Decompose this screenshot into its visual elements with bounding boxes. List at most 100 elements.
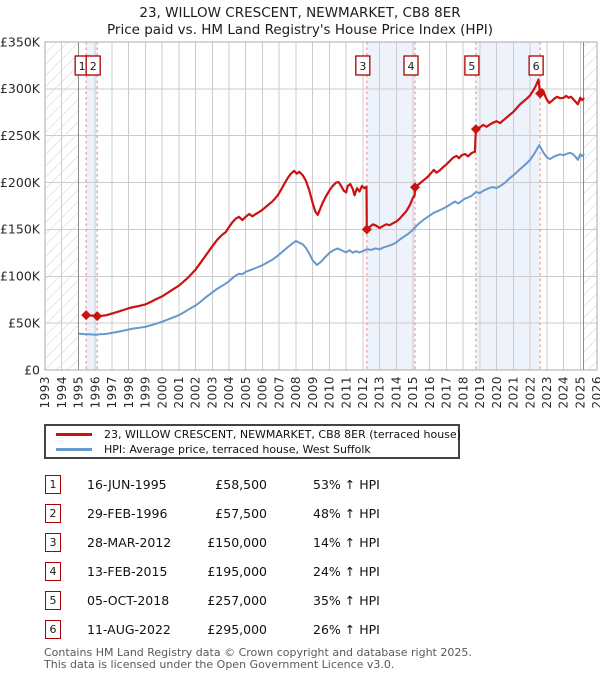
sale-date: 13-FEB-2015 — [87, 564, 168, 579]
sale-number-box-label: 1 — [79, 60, 86, 73]
x-tick-label: 2007 — [272, 376, 286, 409]
copyright-footer: Contains HM Land Registry data © Crown c… — [44, 647, 584, 670]
x-tick-label: 2016 — [423, 376, 437, 409]
x-tick-label: 2020 — [490, 376, 504, 409]
y-tick-label: £150K — [0, 222, 41, 237]
x-tick-label: 2003 — [205, 376, 219, 409]
x-tick-label: 2006 — [256, 376, 270, 409]
sale-number-badge: 1 — [45, 475, 61, 494]
sale-number-box-label: 4 — [408, 60, 415, 73]
y-tick-label: £350K — [0, 34, 41, 49]
y-tick-label: £100K — [0, 269, 41, 284]
sale-diamond-marker — [470, 124, 481, 135]
sale-row-2: 2 29-FEB-1996 £57,500 48% ↑ HPI — [0, 500, 600, 529]
sale-row-1: 1 16-JUN-1995 £58,500 53% ↑ HPI — [0, 471, 600, 500]
x-tick-label: 2015 — [406, 376, 420, 409]
sale-number-box — [403, 55, 419, 76]
hpi-line-swatch — [56, 447, 92, 451]
price-history-chart: 1 2 3 4 5 6 £0 £50K £100K £150K £200K £250K £300K £35… — [0, 34, 600, 409]
x-tick-label: 2022 — [523, 376, 537, 409]
page-subtitle: Price paid vs. HM Land Registry's House … — [107, 22, 493, 38]
sale-number-box-label: 2 — [90, 60, 97, 73]
sale-price: £150,000 — [207, 535, 267, 550]
sale-number-box-label: 3 — [359, 60, 366, 73]
sale-price: £295,000 — [207, 622, 267, 637]
sale-number-badge: 3 — [45, 533, 61, 552]
sale-diamond-marker — [535, 88, 546, 99]
x-tick-label: 2021 — [507, 376, 521, 409]
sale-number-box-label: 5 — [468, 60, 475, 73]
sale-date: 05-OCT-2018 — [87, 593, 170, 608]
no-data-hatch-right — [583, 42, 597, 370]
x-tick-label: 2013 — [373, 376, 387, 409]
x-tick-label: 2009 — [306, 376, 320, 409]
sale-row-6: 6 11-AUG-2022 £295,000 26% ↑ HPI — [0, 616, 600, 645]
x-tick-label: 2005 — [239, 376, 253, 409]
x-tick-label: 2024 — [557, 376, 571, 409]
x-tick-label: 1994 — [55, 376, 69, 409]
legend-item-hpi: HPI: Average price, terraced house, West… — [46, 442, 458, 457]
y-tick-label: £250K — [0, 128, 41, 143]
x-tick-label: 2004 — [222, 376, 236, 409]
x-tick-label: 1996 — [88, 376, 102, 409]
sale-number-box — [528, 55, 544, 76]
x-tick-label: 2011 — [339, 376, 353, 409]
x-tick-label: 2000 — [155, 376, 169, 409]
legend-label-property: 23, WILLOW CRESCENT, NEWMARKET, CB8 8ER … — [104, 427, 461, 441]
sale-date: 16-JUN-1995 — [87, 477, 167, 492]
x-tick-label: 2026 — [590, 376, 600, 409]
x-tick-label: 2001 — [172, 376, 186, 409]
sale-number-box — [355, 55, 371, 76]
sale-date: 28-MAR-2012 — [87, 535, 172, 550]
sale-price: £257,000 — [207, 593, 267, 608]
x-tick-label: 2014 — [389, 376, 403, 409]
x-tick-label: 1995 — [72, 376, 86, 409]
x-tick-label: 2008 — [289, 376, 303, 409]
sale-number-badge: 2 — [45, 504, 61, 523]
sale-number-box-label: 6 — [533, 60, 540, 73]
x-tick-label: 1998 — [122, 376, 136, 409]
legend: 23, WILLOW CRESCENT, NEWMARKET, CB8 8ER … — [44, 424, 461, 459]
x-tick-label: 1999 — [139, 376, 153, 409]
sale-number-badge: 5 — [45, 591, 61, 610]
x-tick-label: 2025 — [573, 376, 587, 409]
property-line-swatch — [56, 432, 92, 436]
sale-diamond-marker — [361, 224, 372, 235]
y-tick-label: £0 — [24, 362, 40, 377]
sale-date: 11-AUG-2022 — [87, 622, 171, 637]
legend-label-hpi: HPI: Average price, terraced house, West… — [104, 442, 371, 456]
x-tick-label: 2019 — [473, 376, 487, 409]
page-title: 23, WILLOW CRESCENT, NEWMARKET, CB8 8ER — [139, 5, 461, 21]
sale-vs-hpi: 26% ↑ HPI — [313, 622, 380, 637]
plot-border — [44, 41, 598, 371]
sale-number-badge: 6 — [45, 620, 61, 639]
sale-row-5: 5 05-OCT-2018 £257,000 35% ↑ HPI — [0, 587, 600, 616]
x-tick-label: 2010 — [323, 376, 337, 409]
x-tick-label: 2002 — [189, 376, 203, 409]
sale-row-3: 3 28-MAR-2012 £150,000 14% ↑ HPI — [0, 529, 600, 558]
y-tick-label: £50K — [8, 315, 41, 330]
footer-line-2: This data is licensed under the Open Gov… — [44, 657, 395, 671]
x-tick-label: 2023 — [540, 376, 554, 409]
sale-number-badge: 4 — [45, 562, 61, 581]
x-tick-label: 2012 — [356, 376, 370, 409]
x-tick-label: 2018 — [456, 376, 470, 409]
sale-row-4: 4 13-FEB-2015 £195,000 24% ↑ HPI — [0, 558, 600, 587]
sale-diamond-marker — [81, 310, 92, 321]
sale-vs-hpi: 35% ↑ HPI — [313, 593, 380, 608]
x-tick-label: 2017 — [440, 376, 454, 409]
y-tick-label: £300K — [0, 81, 41, 96]
legend-item-property: 23, WILLOW CRESCENT, NEWMARKET, CB8 8ER … — [46, 427, 461, 442]
sale-diamond-marker — [92, 311, 103, 322]
sale-vs-hpi: 24% ↑ HPI — [313, 564, 380, 579]
footer-line-1: Contains HM Land Registry data © Crown c… — [44, 646, 472, 659]
sale-date: 29-FEB-1996 — [87, 506, 168, 521]
hpi-line — [77, 144, 585, 336]
sale-vs-hpi: 14% ↑ HPI — [313, 535, 380, 550]
sale-price: £58,500 — [215, 477, 267, 492]
sale-number-box — [464, 55, 480, 76]
shaded-ownership-band — [366, 42, 416, 370]
sale-number-box — [85, 55, 101, 76]
x-tick-label: 1997 — [105, 376, 119, 409]
no-data-hatch-left — [45, 42, 79, 370]
